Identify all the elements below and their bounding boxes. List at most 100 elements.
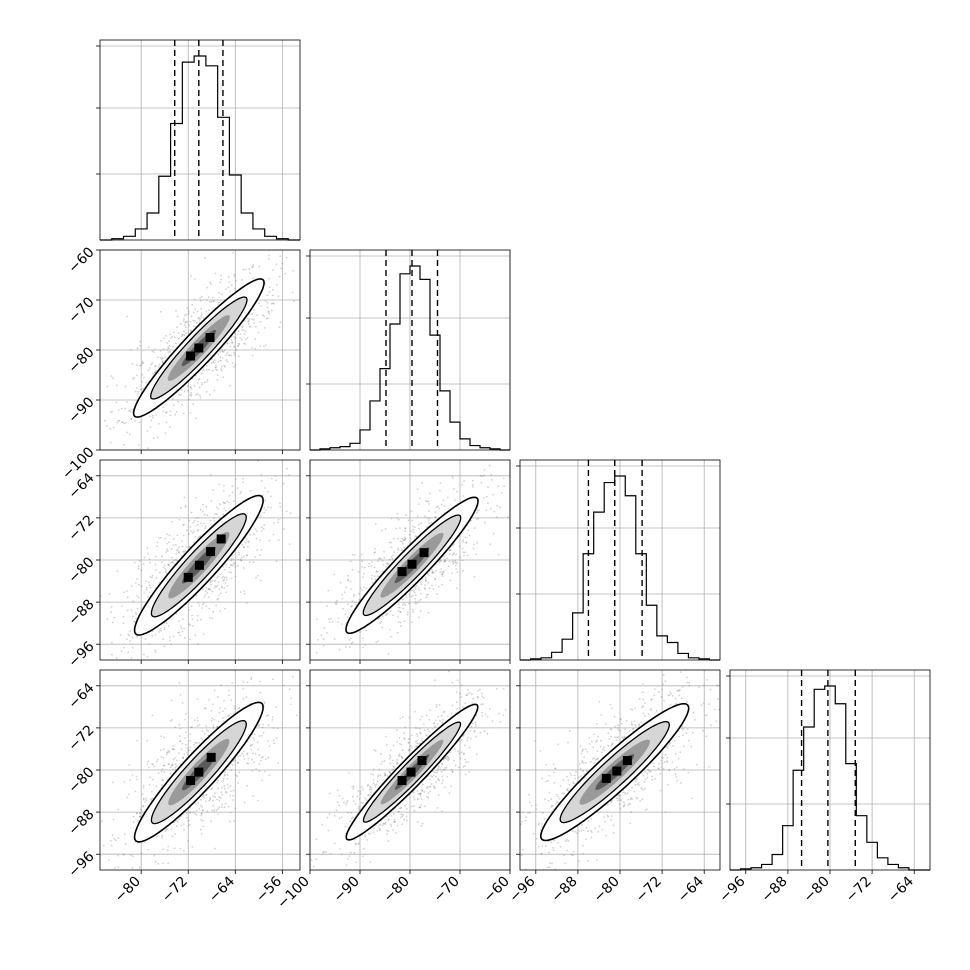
sample-point [183, 318, 185, 320]
sample-point [369, 832, 372, 835]
sample-point [160, 735, 163, 738]
sample-point [172, 768, 174, 771]
sample-point [466, 658, 468, 660]
sample-point [425, 596, 427, 599]
sample-point [435, 516, 437, 518]
sample-point [212, 362, 215, 364]
sample-point [411, 746, 413, 748]
sample-point [331, 621, 334, 623]
sample-point [198, 808, 201, 810]
sample-point [226, 360, 229, 363]
sample-point [268, 257, 270, 260]
sample-point [172, 544, 175, 546]
sample-point [158, 363, 161, 366]
sample-point [421, 481, 424, 484]
sample-point [205, 725, 208, 728]
sample-point [268, 277, 271, 280]
sample-point [378, 827, 380, 830]
sample-point [364, 644, 367, 647]
sample-point [226, 774, 229, 776]
sample-point [407, 741, 410, 744]
sample-point [179, 394, 182, 396]
sample-point [668, 769, 671, 772]
sample-point [457, 750, 459, 752]
sample-point [233, 351, 236, 354]
sample-point [421, 715, 423, 718]
sample-point [449, 549, 452, 552]
sample-point [196, 619, 199, 622]
sample-point [216, 369, 218, 371]
sample-point [381, 626, 384, 629]
sample-point [233, 759, 235, 762]
sample-point [333, 638, 336, 641]
sample-point [152, 373, 154, 375]
sample-point [403, 620, 406, 623]
sample-point [397, 754, 400, 757]
density-peak-cell [397, 567, 407, 577]
sample-point [477, 690, 480, 692]
sample-point [268, 254, 270, 257]
sample-point [348, 855, 351, 857]
sample-point [205, 605, 208, 608]
sample-point [643, 781, 646, 783]
sample-point [349, 580, 352, 583]
sample-point [191, 846, 194, 848]
sample-point [418, 806, 421, 809]
sample-point [257, 460, 259, 462]
sample-point [159, 310, 162, 313]
sample-point [363, 566, 366, 569]
sample-point [189, 746, 192, 748]
sample-point [441, 570, 444, 573]
sample-point [407, 738, 410, 740]
sample-point [435, 570, 438, 572]
x-tick-label: −72 [159, 874, 191, 906]
sample-point [503, 485, 505, 488]
sample-point [240, 490, 243, 493]
sample-point [242, 329, 245, 332]
sample-point [161, 836, 163, 839]
sample-point [361, 589, 364, 591]
sample-point [189, 320, 192, 323]
sample-point [200, 812, 203, 815]
sample-point [333, 573, 336, 576]
sample-point [161, 834, 164, 837]
sample-point [569, 772, 571, 775]
sample-point [143, 798, 145, 801]
sample-point [165, 829, 168, 831]
sample-point [440, 770, 443, 773]
sample-point [658, 762, 660, 765]
sample-point [166, 751, 168, 754]
sample-point [277, 518, 280, 521]
sample-point [145, 799, 148, 802]
sample-point [180, 389, 183, 391]
sample-point [206, 592, 209, 594]
sample-point [352, 595, 355, 597]
sample-point [270, 477, 273, 480]
sample-point [160, 756, 163, 758]
sample-point [137, 565, 140, 568]
density-region [101, 675, 300, 869]
sample-point [239, 754, 242, 757]
sample-point [352, 785, 355, 788]
sample-point [415, 584, 418, 587]
sample-point [403, 536, 406, 539]
sample-point [198, 604, 201, 607]
contour-line-1 [362, 721, 462, 823]
sample-point [424, 588, 426, 590]
sample-point [217, 720, 220, 723]
sample-point [445, 756, 447, 759]
sample-point [243, 593, 246, 595]
sample-point [212, 795, 215, 797]
sample-point [376, 780, 379, 783]
sample-point [167, 763, 170, 766]
sample-point [140, 569, 143, 572]
sample-point [198, 378, 201, 380]
sample-point [186, 816, 188, 819]
sample-point [228, 714, 231, 717]
sample-point [688, 681, 690, 684]
sample-point [217, 597, 220, 600]
sample-point [97, 430, 99, 432]
sample-point [230, 571, 233, 574]
sample-point [420, 824, 423, 827]
